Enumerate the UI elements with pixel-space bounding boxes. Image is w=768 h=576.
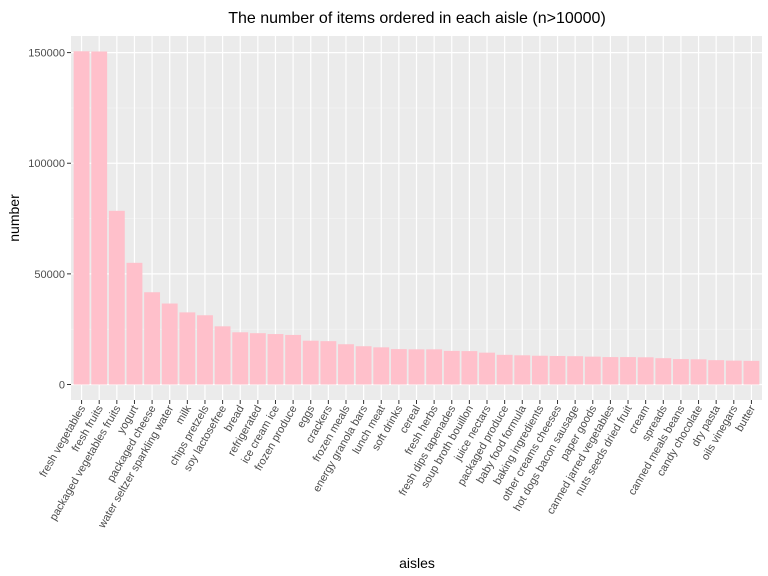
bar — [285, 334, 302, 385]
bar — [690, 359, 707, 385]
bar — [302, 340, 319, 385]
bar — [672, 359, 689, 385]
bar — [531, 355, 548, 385]
y-tick-label: 0 — [59, 380, 65, 392]
bar — [708, 360, 725, 385]
chart-title: The number of items ordered in each aisl… — [228, 10, 606, 27]
bar — [514, 355, 531, 385]
bar — [443, 350, 460, 385]
x-axis-title: aisles — [399, 555, 435, 571]
y-axis: 0 50000 100000 150000 — [28, 48, 71, 392]
bar — [73, 51, 90, 385]
bar — [637, 357, 654, 385]
bar — [214, 326, 231, 385]
bar — [320, 341, 337, 385]
y-tick-label: 50000 — [34, 269, 65, 281]
bar — [725, 360, 742, 385]
bar — [390, 349, 407, 385]
bar — [408, 349, 425, 385]
bar — [496, 354, 513, 385]
bar — [197, 315, 213, 385]
y-tick-label: 150000 — [28, 48, 65, 60]
bars — [73, 51, 760, 385]
bar — [479, 352, 495, 385]
bar — [91, 51, 108, 385]
bar — [655, 358, 672, 385]
bar — [461, 351, 478, 385]
bar — [743, 360, 760, 385]
bar — [620, 357, 636, 385]
y-tick-label: 100000 — [28, 158, 65, 170]
bar — [338, 344, 354, 385]
bar — [179, 312, 196, 385]
bar — [267, 334, 284, 385]
bar — [126, 262, 143, 385]
bar — [602, 357, 619, 385]
bar — [355, 346, 372, 385]
bar — [373, 347, 390, 385]
bar — [161, 303, 178, 385]
bar — [549, 355, 566, 385]
bar — [232, 332, 249, 385]
bar — [249, 333, 266, 385]
bar — [567, 356, 584, 385]
y-axis-title: number — [6, 194, 22, 242]
bar — [584, 356, 601, 385]
bar — [426, 349, 443, 385]
bar — [108, 210, 125, 385]
bar — [144, 292, 161, 385]
